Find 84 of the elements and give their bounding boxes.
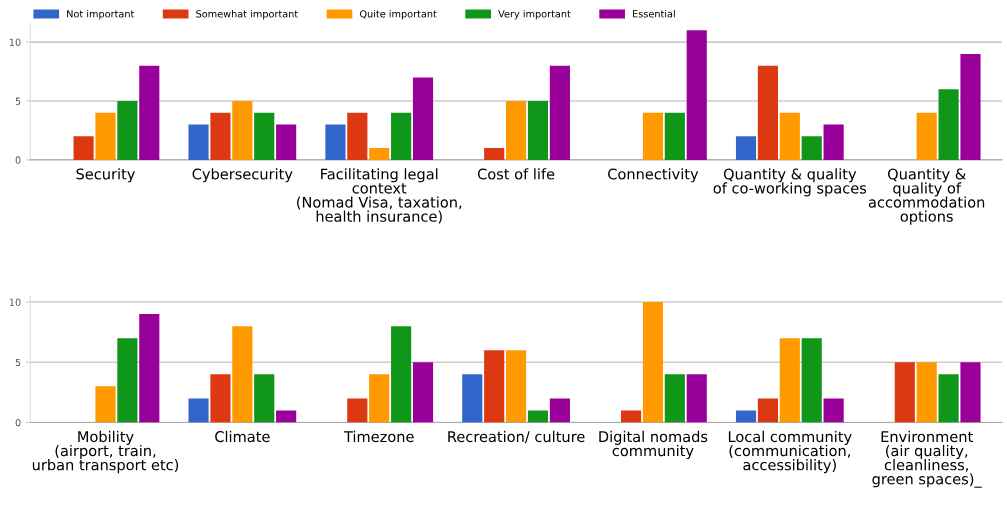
bar — [960, 53, 981, 160]
bar — [735, 410, 757, 423]
bar — [823, 124, 844, 160]
bar — [484, 350, 505, 423]
x-tick-label: Climate — [215, 430, 270, 443]
bar — [369, 374, 390, 423]
bar — [369, 148, 390, 160]
bar — [139, 65, 160, 160]
bar — [117, 101, 138, 160]
x-tick-label: Cybersecurity — [192, 168, 293, 183]
bar — [210, 374, 231, 423]
bar — [391, 112, 412, 160]
x-tick-label: Environment (air quality, cleanliness, green spaces)_ — [872, 430, 982, 488]
bar — [254, 374, 275, 423]
legend-label: Somewhat important — [196, 9, 298, 20]
bar — [73, 136, 94, 160]
bar — [412, 362, 434, 423]
bar — [549, 65, 570, 160]
bar — [757, 65, 778, 160]
x-tick-label: Connectivity — [608, 168, 699, 183]
bar — [620, 410, 642, 423]
bar — [779, 112, 800, 160]
bar — [188, 398, 209, 423]
bar — [506, 101, 527, 160]
bar — [823, 398, 844, 423]
bar — [960, 362, 981, 423]
x-tick-label: Mobility (airport, train, urban transport etc) — [32, 430, 179, 474]
bar — [735, 136, 757, 160]
bar — [391, 326, 412, 423]
bar — [95, 386, 116, 423]
x-tick-label: Quantity & quality of co-working spaces — [713, 168, 867, 197]
bar — [276, 124, 297, 160]
bar — [686, 30, 707, 160]
bar — [801, 136, 822, 160]
x-tick-label: Recreation/ culture — [448, 430, 585, 444]
x-tick-label: Local community (communication, accessibility) — [728, 430, 852, 474]
bar — [117, 338, 138, 423]
bar — [894, 362, 915, 423]
legend-label: Very important — [498, 9, 571, 20]
bar — [642, 302, 664, 423]
bar — [139, 314, 160, 423]
bar — [95, 112, 116, 160]
x-tick-label: Facilitating legal context (Nomad Visa, taxation, health insurance) — [297, 168, 462, 224]
bar — [484, 148, 505, 160]
bar — [527, 101, 549, 160]
bar — [916, 112, 937, 160]
bar — [254, 112, 275, 160]
bar — [506, 350, 527, 423]
bar — [412, 77, 434, 160]
y-tick-label: 0 — [15, 156, 21, 164]
bar — [325, 124, 346, 160]
legend-label: Essential — [633, 9, 675, 18]
bar — [210, 112, 231, 160]
y-tick-label: 5 — [15, 358, 21, 367]
x-tick-label: Quantity & quality of accommodation options — [868, 168, 985, 225]
x-tick-label: Cost of life — [477, 168, 555, 180]
bar — [462, 374, 483, 423]
bar — [938, 89, 959, 160]
x-tick-label: Timezone — [343, 430, 414, 443]
bar — [779, 338, 800, 423]
x-tick-label: Digital nomads community — [599, 430, 708, 460]
bar — [232, 101, 253, 160]
bar — [527, 410, 549, 423]
bar — [801, 338, 822, 423]
bar — [188, 124, 209, 160]
y-tick-label: 0 — [15, 418, 21, 427]
legend-label: Not important — [67, 9, 135, 20]
x-tick-label: Security — [76, 168, 135, 183]
bar — [347, 398, 368, 423]
y-tick-label: 5 — [15, 97, 21, 105]
bar — [938, 374, 959, 423]
bar — [916, 362, 937, 423]
bar — [642, 112, 664, 160]
bar — [664, 112, 685, 160]
bar — [232, 326, 253, 423]
bar — [686, 374, 707, 423]
bar — [276, 410, 297, 423]
legend-label: Quite important — [359, 9, 437, 20]
bar — [347, 112, 368, 160]
bar — [549, 398, 570, 423]
y-tick-label: 10 — [9, 38, 21, 46]
y-tick-label: 10 — [9, 298, 21, 306]
bar — [664, 374, 685, 423]
bar — [757, 398, 778, 423]
